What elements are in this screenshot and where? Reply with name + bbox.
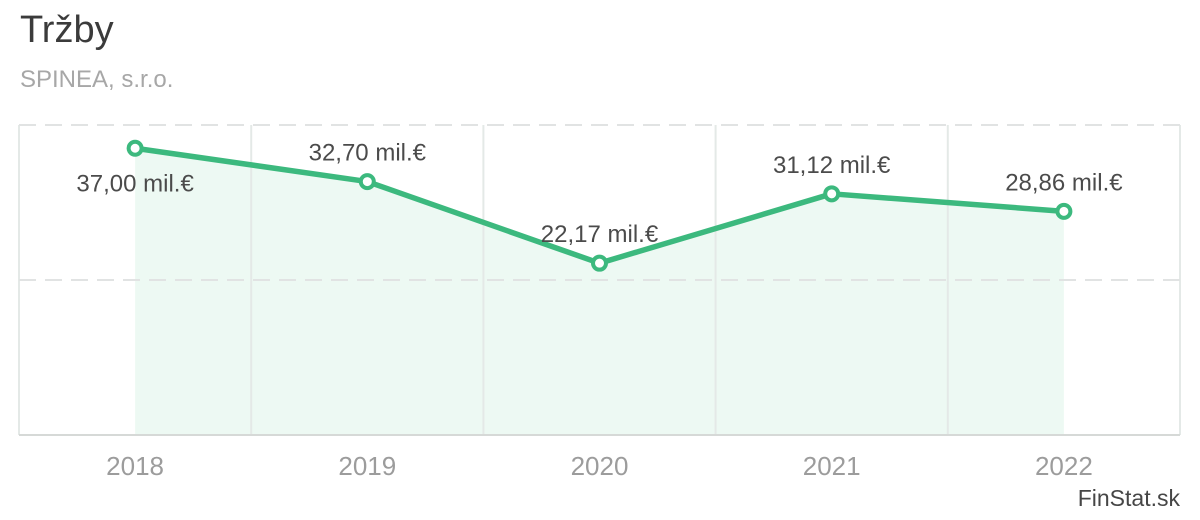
data-point-marker-2019[interactable]	[358, 173, 376, 191]
point-value-label-2019: 32,70 mil.€	[309, 140, 427, 167]
chart-subtitle: SPINEA, s.r.o.	[20, 66, 174, 93]
series-area-fill	[135, 148, 1064, 435]
x-tick-label-2019: 2019	[338, 451, 396, 481]
data-point-marker-2022[interactable]	[1055, 202, 1073, 220]
data-point-marker-2020[interactable]	[591, 254, 608, 272]
x-tick-label-2018: 2018	[106, 451, 164, 481]
point-value-label-2020: 22,17 mil.€	[541, 221, 659, 248]
chart-title: Tržby	[20, 9, 114, 51]
x-tick-label-2022: 2022	[1035, 451, 1093, 481]
point-value-label-2022: 28,86 mil.€	[1005, 169, 1123, 196]
x-tick-label-2020: 2020	[571, 451, 629, 481]
data-point-marker-2021[interactable]	[823, 185, 841, 203]
point-value-label-2021: 31,12 mil.€	[773, 152, 891, 179]
point-value-label-2018: 37,00 mil.€	[76, 170, 194, 197]
finstat-watermark: FinStat.sk	[1077, 485, 1180, 511]
x-tick-label-2021: 2021	[803, 451, 861, 481]
data-point-marker-2018[interactable]	[126, 139, 144, 157]
